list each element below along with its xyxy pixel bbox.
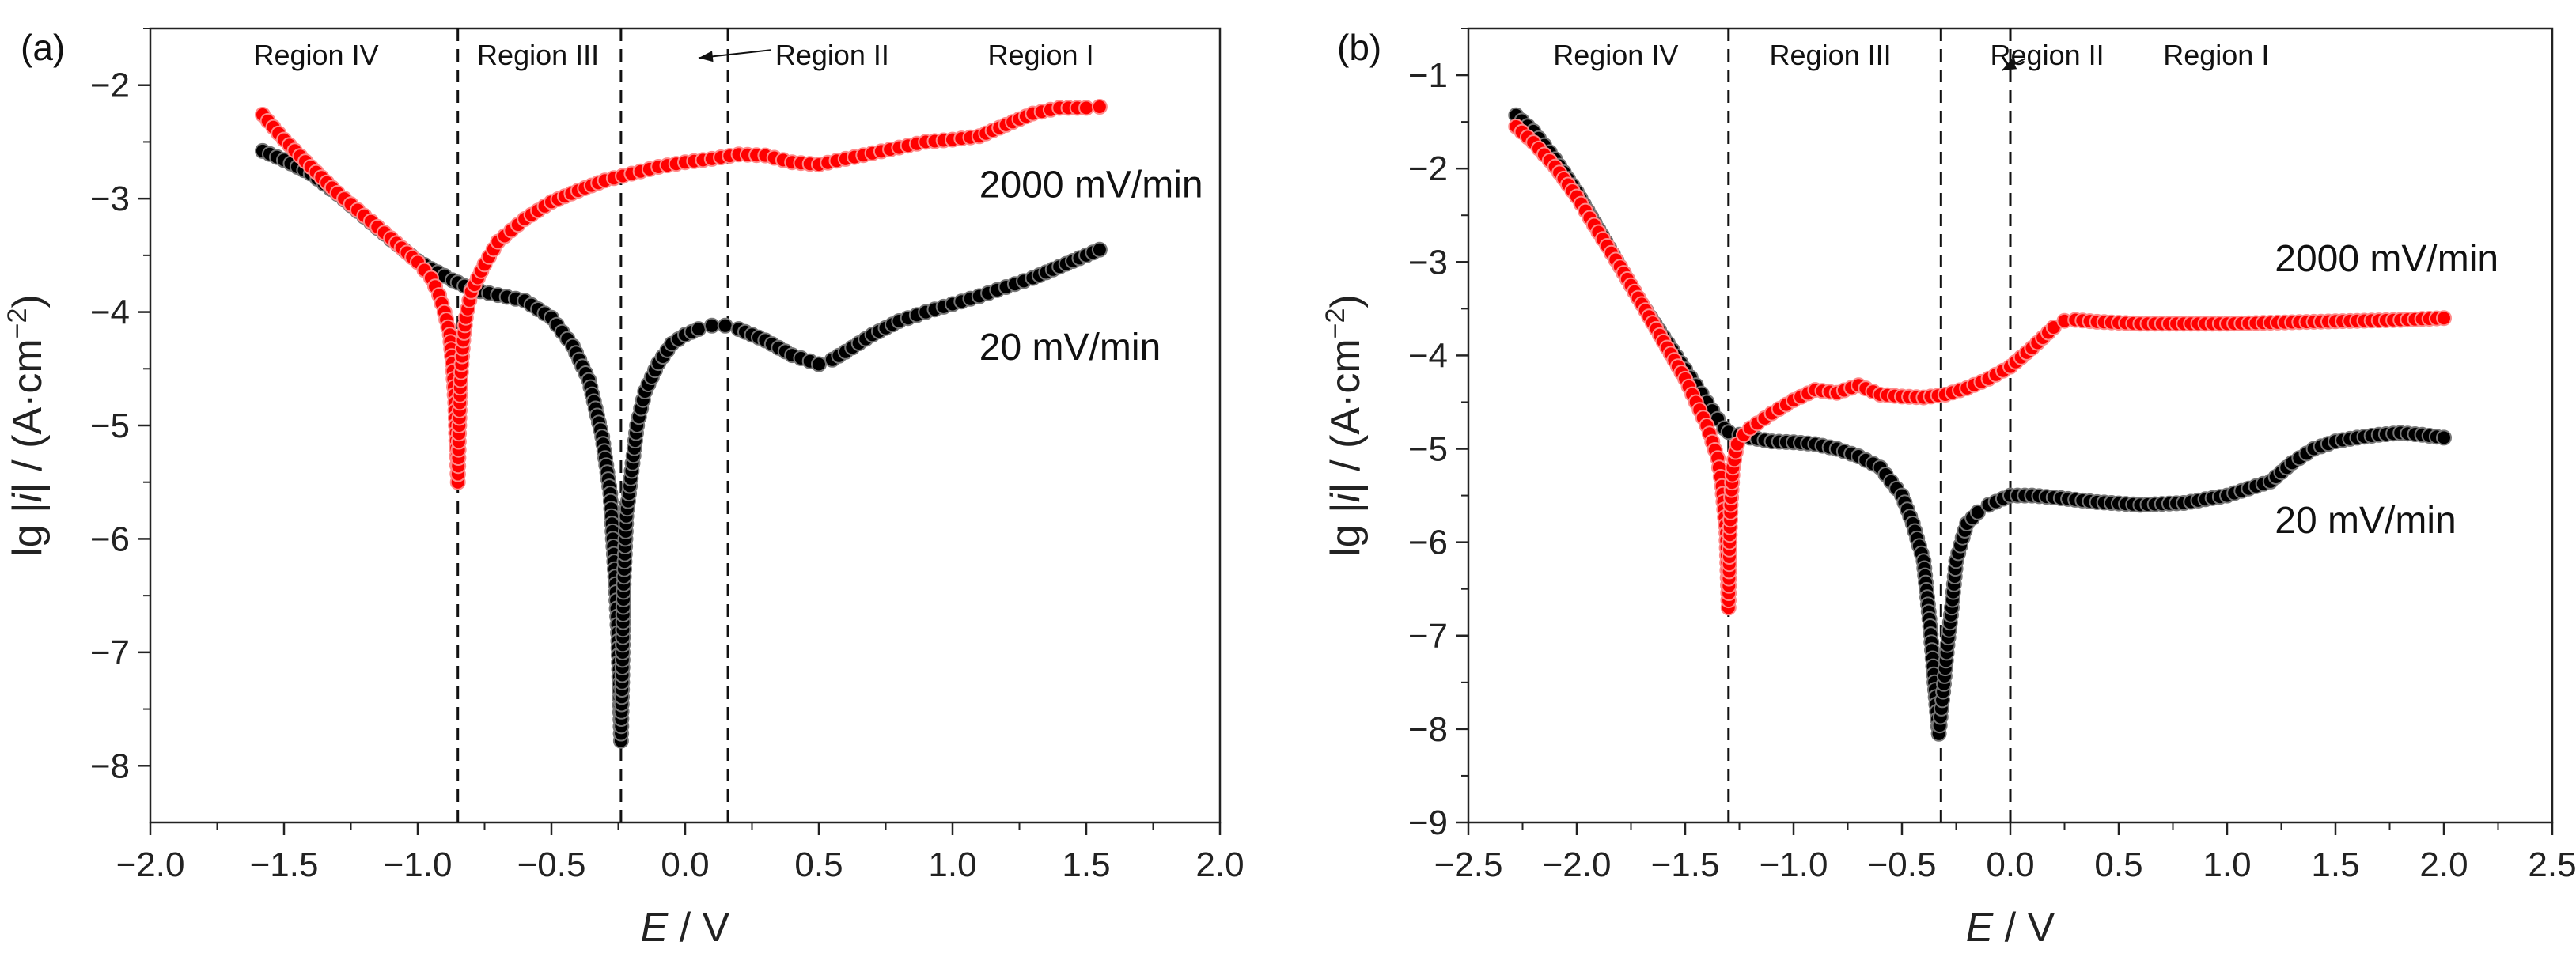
region-label: Region I <box>2163 39 2269 71</box>
x-tick-label: −0.5 <box>1868 845 1937 884</box>
x-axis-title-symbol: E <box>1966 905 1995 951</box>
x-tick-label: 1.5 <box>1062 845 1110 884</box>
y-tick-label: −6 <box>1408 524 1448 562</box>
data-point <box>2436 310 2452 327</box>
y-axis-title-prefix: lg | <box>1323 502 1369 556</box>
series-label: 20 mV/min <box>2275 500 2456 542</box>
series-red-2000 <box>1508 119 2452 616</box>
x-axis-title-unit: / V <box>1993 905 2055 951</box>
data-point <box>1091 99 1108 115</box>
series-black-20 <box>1508 107 2452 742</box>
y-axis-title: lg |i| / (A·cm−2) <box>1320 294 1369 557</box>
panel-label: (b) <box>1337 27 1381 68</box>
region-label: Region III <box>1770 39 1892 71</box>
region-label: Region III <box>477 39 599 71</box>
data-point <box>1091 241 1108 258</box>
x-tick-label: 1.0 <box>2203 845 2251 884</box>
y-axis-title-symbol: i <box>1323 492 1369 502</box>
y-tick-label: −7 <box>90 633 130 672</box>
y-tick-label: −7 <box>1408 617 1448 656</box>
y-tick-label: −3 <box>1408 243 1448 282</box>
region-label: Region I <box>987 39 1093 71</box>
series-label: 2000 mV/min <box>979 164 1203 206</box>
x-tick-label: 1.5 <box>2311 845 2359 884</box>
y-tick-label: −4 <box>90 293 130 332</box>
series-red-2000 <box>255 99 1108 490</box>
series-black-20 <box>255 142 1108 749</box>
y-tick-label: −5 <box>90 406 130 445</box>
x-tick-label: 0.5 <box>794 845 843 884</box>
chart-panel-b: −2.5 −2.0 −1.5 −1.0 −0.5 0.0 0.5 1.0 1.5 2.0 2.5 −9… <box>1320 27 2576 951</box>
x-tick-label: −2.5 <box>1434 845 1503 884</box>
x-tick-label: 2.0 <box>1195 845 1244 884</box>
x-axis-title-unit: / V <box>668 905 729 951</box>
data-point <box>703 317 720 334</box>
data-point <box>811 356 827 372</box>
data-point <box>1078 100 1094 116</box>
y-axis-title-unit: | / (A·cm <box>5 338 51 493</box>
y-tick-label: −9 <box>1408 804 1448 842</box>
data-point <box>2436 429 2452 446</box>
data-point <box>717 317 733 334</box>
x-tick-label: −1.5 <box>250 845 319 884</box>
y-axis-title-exponent: −2 <box>1320 308 1351 339</box>
series-label: 2000 mV/min <box>2275 238 2498 280</box>
x-tick-label: 0.5 <box>2094 845 2142 884</box>
region-label: Region IV <box>254 39 379 71</box>
x-tick-label: −2.0 <box>116 845 185 884</box>
y-tick-label: −1 <box>1408 56 1448 95</box>
y-axis-title-end: ) <box>1323 294 1369 308</box>
y-tick-label: −2 <box>1408 149 1448 188</box>
y-tick-label: −8 <box>90 747 130 785</box>
y-tick-label: −8 <box>1408 710 1448 749</box>
x-axis-title-symbol: E <box>641 905 669 951</box>
y-tick-label: −3 <box>90 180 130 218</box>
region-label: Region IV <box>1553 39 1678 71</box>
x-tick-label: −1.0 <box>384 845 453 884</box>
series-label: 20 mV/min <box>979 327 1161 369</box>
y-axis-title-prefix: lg | <box>5 502 51 556</box>
x-tick-label: 1.0 <box>928 845 976 884</box>
x-tick-label: 0.0 <box>1986 845 2034 884</box>
y-tick-label: −6 <box>90 520 130 558</box>
x-tick-label: −0.5 <box>517 845 586 884</box>
region-arrow-head <box>2002 59 2017 71</box>
data-point <box>1969 504 1986 520</box>
y-tick-label: −5 <box>1408 430 1448 469</box>
y-axis-title-exponent: −2 <box>2 308 32 339</box>
region-arrow-head <box>698 51 714 62</box>
x-tick-label: −1.0 <box>1760 845 1828 884</box>
x-axis-title: E / V <box>641 905 730 951</box>
x-tick-label: −1.5 <box>1651 845 1720 884</box>
y-axis-title-unit: | / (A·cm <box>1323 338 1369 493</box>
panel-label: (a) <box>21 27 65 68</box>
plot-frame <box>149 27 1222 824</box>
x-tick-label: −2.0 <box>1543 845 1612 884</box>
x-tick-label: 0.0 <box>661 845 709 884</box>
x-axis-title: E / V <box>1966 905 2055 951</box>
region-label: Region II <box>775 39 889 71</box>
y-axis-title-symbol: i <box>5 492 51 502</box>
x-tick-label: 2.5 <box>2528 845 2576 884</box>
data-point <box>690 321 707 338</box>
y-axis-title: lg |i| / (A·cm−2) <box>2 294 51 557</box>
series-line <box>1515 114 2445 734</box>
chart-panel-a: −2.0 −1.5 −1.0 −0.5 0.0 0.5 1.0 1.5 2.0 −8 −7 −6 −5 −… <box>2 27 1244 951</box>
y-tick-label: −4 <box>1408 336 1448 375</box>
y-tick-label: −2 <box>90 66 130 105</box>
x-tick-label: 2.0 <box>2419 845 2468 884</box>
y-axis-title-end: ) <box>5 294 51 308</box>
